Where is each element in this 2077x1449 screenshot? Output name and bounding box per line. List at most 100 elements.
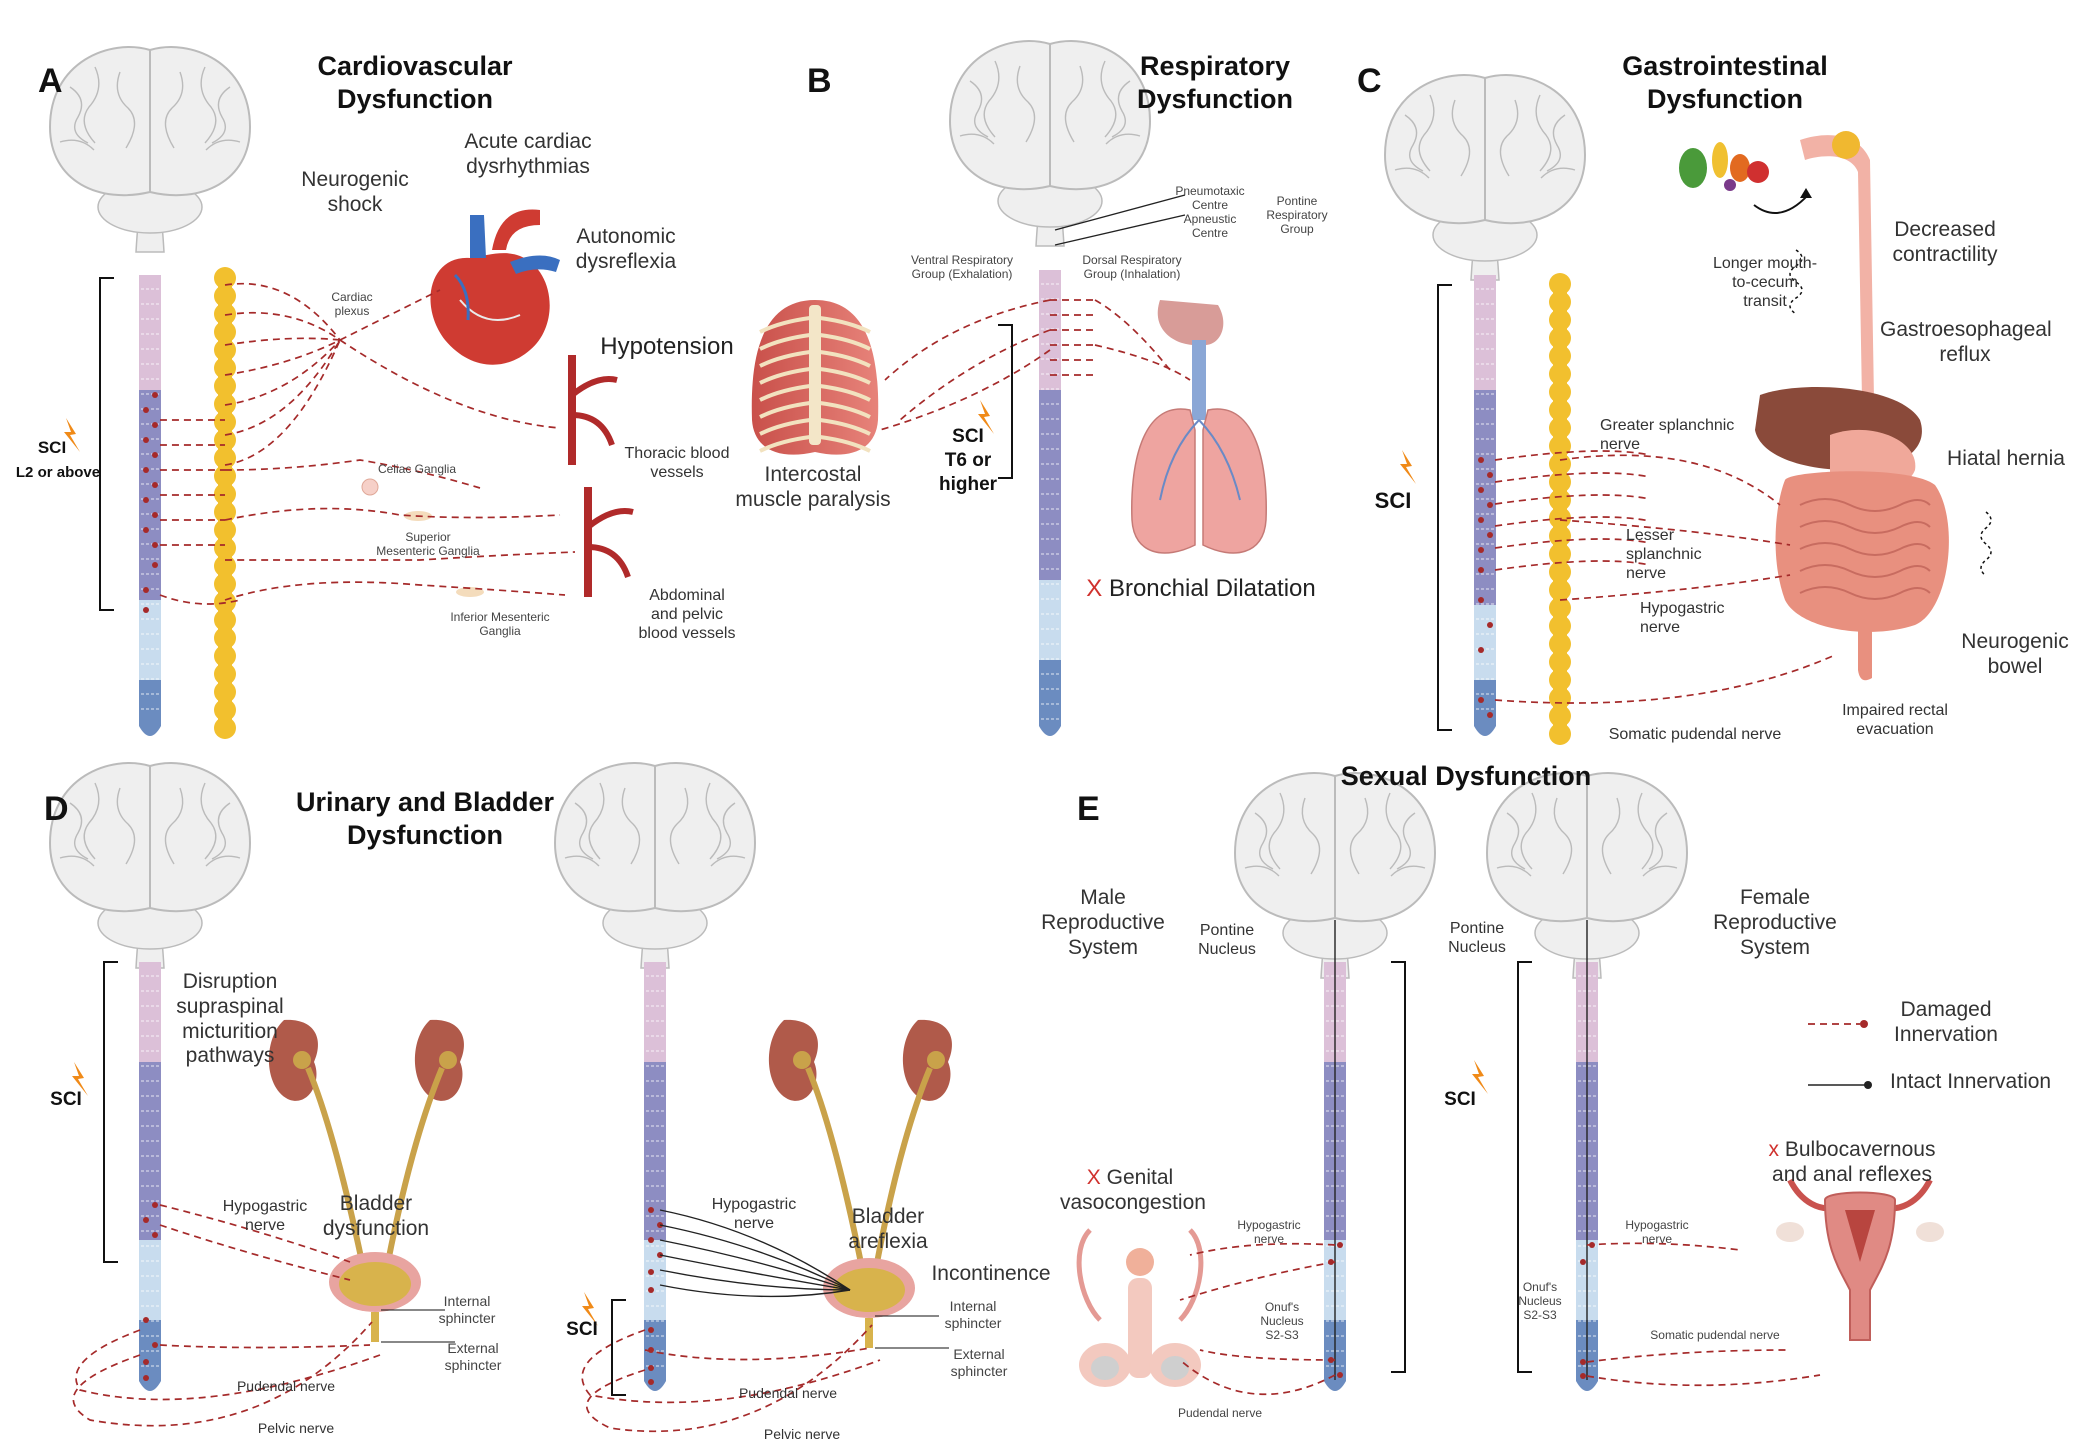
gi-nerve <box>1494 494 1651 505</box>
bronchi <box>1159 419 1241 501</box>
pontine-right-label: Pontine Nucleus <box>1448 920 1506 956</box>
chain-ganglion <box>1549 651 1571 673</box>
coronary-vein <box>453 273 470 321</box>
female-reproductive-illustration <box>1776 1178 1944 1341</box>
panel-d-left-urinary <box>268 1019 465 1343</box>
hypogastric-d-left-label: Hypogastric nerve <box>222 1198 308 1234</box>
chain-ganglion <box>1549 615 1571 637</box>
panel-a-cord-dots <box>143 392 158 613</box>
legend-intact-dot <box>1864 1081 1872 1089</box>
external-sphincter-left-label: External sphincter <box>444 1340 502 1373</box>
pneumotaxic-label: Pneumotaxic Centre Apneustic Centre <box>1175 184 1245 241</box>
bladder-urine <box>833 1268 905 1312</box>
brain-gyrus <box>983 60 1000 138</box>
left-hemisphere <box>1383 74 1486 225</box>
gi-tract-illustration <box>1755 131 1949 681</box>
cardiac-plexus-nerve <box>224 337 341 346</box>
testis-inner <box>1091 1356 1119 1380</box>
panel-d-sci-right-label: SCI <box>566 1319 598 1340</box>
brain-gyrus <box>205 139 241 151</box>
panel-d-right-bracket <box>611 1299 626 1396</box>
right-hemisphere <box>1334 772 1437 923</box>
hypogastric-d-nerve <box>159 1224 351 1281</box>
left-hemisphere <box>948 40 1051 191</box>
chain-ganglion <box>214 303 236 325</box>
nerve-dot <box>152 1232 158 1238</box>
nerve-dot <box>1478 487 1484 493</box>
chain-ganglion <box>1549 345 1571 367</box>
nerve-dot <box>143 1317 149 1323</box>
hypogastric-d-right-label: Hypogastric nerve <box>711 1196 797 1232</box>
nerve-dot <box>1478 647 1484 653</box>
panel-c-letter: C <box>1357 62 1382 100</box>
chain-ganglion <box>214 393 236 415</box>
nerve-dot <box>143 467 149 473</box>
thoracic-segment <box>1474 390 1496 605</box>
thoracic-vessel-nerve <box>339 339 561 429</box>
panel-d-letter: D <box>44 790 69 828</box>
panel-b-sci-bolt <box>978 400 994 434</box>
brain-gyrus <box>1244 865 1280 877</box>
brain-gyrus <box>59 855 95 867</box>
lung-nerve <box>1094 344 1191 381</box>
rib <box>759 350 811 368</box>
panel-d-left-cord-dots <box>143 1202 158 1381</box>
bulbo-x-mark: x <box>1768 1138 1780 1161</box>
nerve-dot <box>648 1207 654 1213</box>
damaged-innervation-label: Damaged Innervation <box>1894 998 1998 1046</box>
uterine-cavity <box>1845 1210 1875 1262</box>
intact-hypogastric-nerve <box>659 1239 851 1291</box>
bladder-dysfunction-label: Bladder dysfunction <box>322 1192 430 1240</box>
panel-b-sci-label: SCI T6 or higher <box>938 426 998 495</box>
pudendal-d-nerve <box>159 1344 371 1349</box>
chain-ganglion <box>1549 291 1571 313</box>
chain-ganglion <box>1549 363 1571 385</box>
intestines <box>1775 471 1949 632</box>
right-hemisphere <box>1049 40 1152 191</box>
food-arrow <box>1753 194 1809 214</box>
right-hemisphere <box>1484 74 1587 225</box>
panel-d-right-cord-dots <box>648 1207 663 1385</box>
sternum <box>809 305 821 445</box>
genital-text: Genital vasocongestion <box>1060 1166 1206 1214</box>
female-system-label: Female Reproductive System <box>1713 886 1837 959</box>
ovary <box>1776 1222 1804 1242</box>
onuf-male-label: Onuf's Nucleus S2-S3 <box>1260 1300 1304 1343</box>
hypogastric-c-label: Hypogastric nerve <box>1640 600 1725 636</box>
trachea <box>1192 340 1206 420</box>
somatic-female-nerve <box>1586 1374 1821 1387</box>
rib <box>819 384 871 402</box>
cardiac-nerve-to-heart <box>339 289 441 341</box>
hypogastric-gi-nerve <box>1559 574 1791 601</box>
brain-gyrus <box>83 66 100 144</box>
chain-ganglion <box>1549 525 1571 547</box>
cervical-segment <box>139 962 161 1062</box>
panel-a-sci-bolt <box>64 418 80 452</box>
onuf-male-nerve <box>1199 1349 1336 1361</box>
heart-illustration <box>430 209 560 365</box>
right-hemisphere <box>149 762 252 913</box>
urethra <box>865 1318 873 1348</box>
prostate <box>1126 1248 1154 1276</box>
ventral-group-label: Ventral Respiratory Group (Exhalation) <box>910 253 1014 282</box>
chain-ganglion <box>214 609 236 631</box>
nerve-dot <box>1478 547 1484 553</box>
nerve-dot <box>143 607 149 613</box>
thoracic-segment <box>139 1062 161 1240</box>
left-hemisphere <box>1485 772 1588 923</box>
vessel-branch <box>587 544 631 579</box>
hiatal-hernia-label: Hiatal hernia <box>1947 447 2065 470</box>
chain-ganglion <box>214 285 236 307</box>
brain-gyrus <box>1601 797 1621 875</box>
nerve-dot <box>1478 457 1484 463</box>
lesser-splanchnic-label: Lesser splanchnic nerve <box>1626 527 1702 582</box>
renal-pelvis <box>439 1051 457 1069</box>
chain-ganglion <box>1549 561 1571 583</box>
pudendal-right-loop <box>581 1329 881 1404</box>
brain-gyrus <box>1540 167 1576 179</box>
brain-gyrus <box>69 802 89 860</box>
hypogastric-male-label: Hypogastric nerve <box>1237 1218 1301 1247</box>
nerve-dot <box>1580 1373 1586 1379</box>
thoracic-vessels-label: Thoracic blood vessels <box>624 445 730 481</box>
right-hemisphere <box>149 46 252 197</box>
